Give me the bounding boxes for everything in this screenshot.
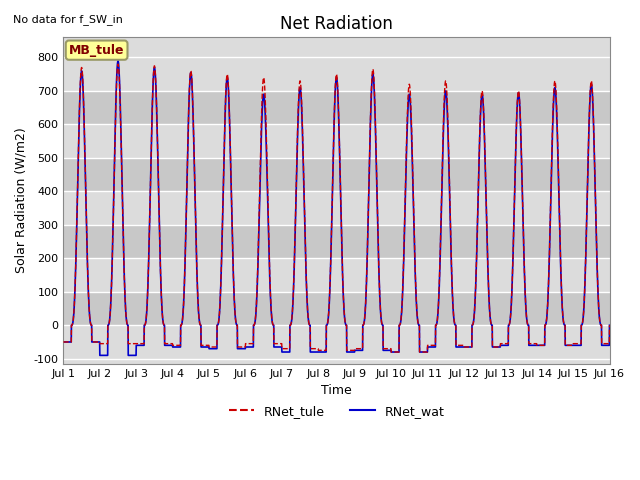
RNet_wat (114, 58, 122, 64)
RNet_wat (122, 313, 130, 319)
Bar (63, 91, 609, 124)
RNet_tule (122, 311, 130, 317)
X-axis label: Time: Time (321, 384, 352, 397)
Bar (63, 158, 609, 192)
Bar (63, 292, 609, 325)
Bar (63, 58, 609, 91)
RNet_tule (154, 175, 162, 180)
Bar (63, 325, 609, 359)
RNet_tule (595, 311, 603, 317)
Bar (63, 124, 609, 158)
RNet_tule (293, 163, 301, 168)
RNet_wat (155, 184, 163, 190)
Line: RNet_tule: RNet_tule (63, 64, 609, 352)
RNet_tule (536, 342, 544, 348)
Bar (63, 258, 609, 292)
RNet_tule (114, 61, 122, 67)
RNet_wat (60, 339, 67, 345)
Line: RNet_wat: RNet_wat (63, 61, 609, 355)
RNet_tule (605, 323, 613, 328)
RNet_tule (60, 339, 67, 345)
RNet_wat (269, 322, 277, 328)
Legend: RNet_tule, RNet_wat: RNet_tule, RNet_wat (223, 400, 449, 423)
RNet_wat (96, 352, 104, 358)
Bar (63, 192, 609, 225)
Text: No data for f_SW_in: No data for f_SW_in (13, 14, 123, 25)
RNet_tule (387, 349, 395, 355)
Y-axis label: Solar Radiation (W/m2): Solar Radiation (W/m2) (15, 128, 28, 274)
RNet_wat (605, 323, 613, 328)
Text: MB_tule: MB_tule (69, 44, 124, 57)
RNet_wat (595, 312, 603, 317)
Bar (63, 225, 609, 258)
RNet_wat (293, 160, 301, 166)
Title: Net Radiation: Net Radiation (280, 15, 393, 33)
RNet_tule (269, 322, 277, 327)
RNet_wat (536, 342, 544, 348)
